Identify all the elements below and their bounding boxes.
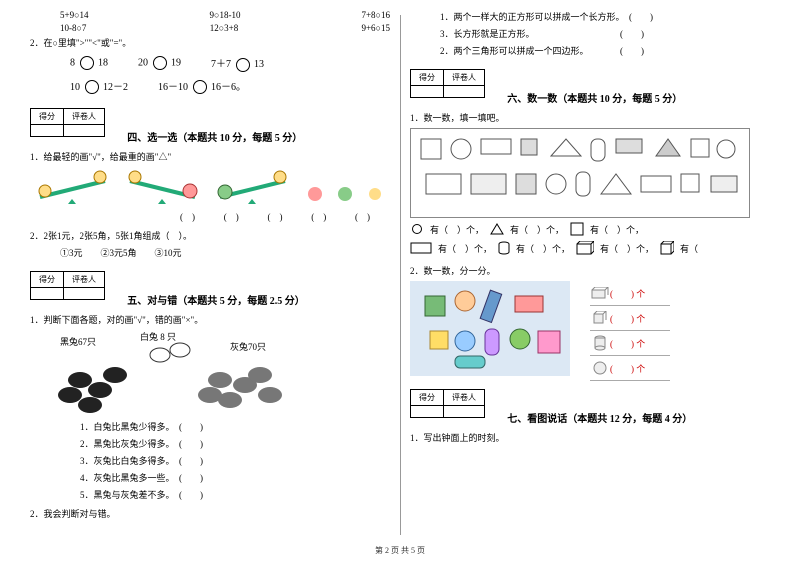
q5-items: 1．白兔比黑兔少得多。 ( ) 2．黑兔比灰兔少得多。 ( ) 3．灰兔比白兔多… [30, 420, 390, 501]
column-divider [400, 15, 401, 535]
section-6-title: 六、数一数（本题共 10 分，每题 5 分） [507, 90, 682, 105]
q6-1-text: 1．数一数，填一填吧。 [410, 111, 770, 124]
blank-circle[interactable] [80, 56, 94, 70]
q1-item: 5+9○14 [60, 10, 89, 20]
count-table: ( ) 个 ( ) 个 ( ) 个 ( ) 个 [590, 281, 670, 381]
q1-item: 9○18-10 [210, 10, 241, 20]
cube-icon [590, 309, 610, 327]
seesaw-image [210, 169, 295, 204]
q1-row2: 10-8○7 12○3+8 9+6○15 [30, 23, 390, 33]
blank-circle[interactable] [193, 80, 207, 94]
q1-row1: 5+9○14 9○18-10 7+8○16 [30, 10, 390, 20]
seesaw-image [120, 169, 205, 204]
rabbits-image: 黑兔67只 白兔 8 只 灰兔70只 [30, 330, 390, 420]
section-4-title: 四、选一选（本题共 10 分，每题 5 分） [127, 129, 302, 144]
shapes-group-image [410, 281, 570, 376]
q4-2-text: 2．2张1元，2张5角，5张1角组成（ ）。 [30, 229, 390, 242]
q4-1-parens: ( ) ( ) ( ) ( ) ( ) [30, 210, 390, 223]
q6-2-area: ( ) 个 ( ) 个 ( ) 个 ( ) 个 [410, 281, 770, 381]
cuboid-icon [576, 241, 594, 255]
top-judgments: 1．两个一样大的正方形可以拼成一个长方形。 ( ) 3．长方形就是正方形。 ( … [410, 10, 770, 57]
q4-2-options: ①3元 ②3元5角 ③10元 [30, 246, 390, 259]
q2-line2: 10 12－2 16－10 16－6。 [30, 78, 390, 95]
blank-circle[interactable] [236, 58, 250, 72]
square-icon [570, 222, 584, 236]
cuboid-icon [590, 284, 610, 302]
q7-1-text: 1．写出钟面上的时刻。 [410, 431, 770, 444]
q4-1-text: 1．给最轻的画"√"，给最重的画"△" [30, 150, 390, 163]
blank-circle[interactable] [153, 56, 167, 70]
q5-1-text: 1．判断下面各题，对的画"√"，错的画"×"。 [30, 313, 390, 326]
score-box-6: 得分评卷人 [410, 69, 485, 98]
shapes-container [410, 128, 750, 218]
score-box-5: 得分评卷人 [30, 271, 105, 300]
blank-circle[interactable] [85, 80, 99, 94]
cylinder-icon [498, 240, 510, 256]
section-5-title: 五、对与错（本题共 5 分，每题 2.5 分） [127, 292, 305, 307]
q1-item: 10-8○7 [60, 23, 86, 33]
triangle-icon [490, 223, 504, 235]
rectangle-icon [410, 242, 432, 254]
seesaw-row [30, 169, 390, 204]
sphere-icon [590, 359, 610, 377]
q1-item: 9+6○15 [361, 23, 390, 33]
page-footer: 第 2 页 共 5 页 [0, 540, 800, 556]
circle-icon [412, 224, 422, 234]
q1-item: 12○3+8 [210, 23, 239, 33]
seesaw-image [30, 169, 115, 204]
q2-line1: 8 18 20 19 7＋7 13 [30, 55, 390, 72]
section-7-title: 七、看图说话（本题共 12 分，每题 4 分） [507, 410, 692, 425]
q6-answer-row1: 有（ ）个， 有（ ）个， 有（ ）个， [410, 222, 770, 236]
q2-title: 2．在○里填">""<"或"="。 [30, 36, 390, 49]
q1-item: 7+8○16 [361, 10, 390, 20]
cube-icon [660, 241, 674, 255]
score-box-4: 得分评卷人 [30, 108, 105, 137]
score-box-7: 得分评卷人 [410, 389, 485, 418]
cylinder-icon [590, 334, 610, 352]
q6-2-text: 2．数一数，分一分。 [410, 264, 770, 277]
q5-2-text: 2．我会判断对与错。 [30, 507, 390, 520]
animals-row [300, 169, 390, 204]
q6-answer-row2: 有（ ）个， 有（ ）个， 有（ ）个， 有（ [410, 240, 770, 256]
